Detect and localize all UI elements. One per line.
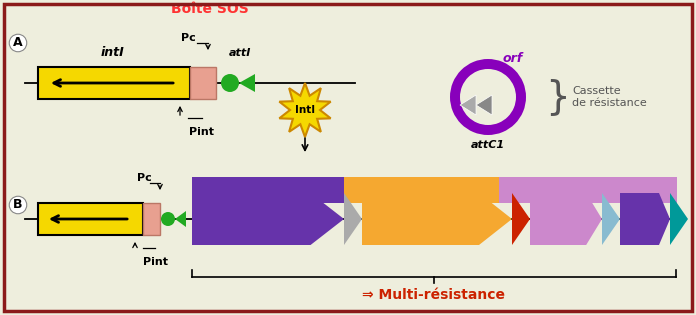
- Text: Cassette
de résistance: Cassette de résistance: [572, 86, 647, 108]
- Bar: [192, 177, 344, 203]
- Polygon shape: [362, 193, 512, 245]
- Text: Pc: Pc: [181, 33, 196, 43]
- Polygon shape: [602, 193, 620, 245]
- Bar: [38, 203, 143, 235]
- Text: Pc: Pc: [136, 173, 151, 183]
- Polygon shape: [239, 74, 255, 92]
- Polygon shape: [192, 193, 344, 245]
- Text: Pint: Pint: [189, 127, 214, 137]
- Polygon shape: [512, 193, 530, 245]
- Polygon shape: [175, 211, 186, 227]
- Text: orf: orf: [503, 53, 523, 66]
- Text: intI: intI: [100, 47, 124, 60]
- Polygon shape: [476, 95, 492, 115]
- Polygon shape: [620, 193, 670, 245]
- Text: B: B: [13, 198, 23, 211]
- Text: IntI: IntI: [295, 105, 315, 115]
- Text: Pint: Pint: [143, 257, 168, 267]
- Text: A: A: [13, 37, 23, 49]
- Polygon shape: [530, 193, 602, 245]
- Polygon shape: [670, 193, 688, 245]
- Circle shape: [221, 74, 239, 92]
- Bar: [190, 67, 216, 99]
- Bar: [499, 177, 677, 203]
- Text: attI: attI: [229, 48, 251, 58]
- Polygon shape: [279, 83, 331, 137]
- Text: Boîte SOS: Boîte SOS: [171, 2, 249, 16]
- Bar: [38, 67, 190, 99]
- Text: attC1: attC1: [471, 140, 505, 150]
- Polygon shape: [344, 193, 362, 245]
- Text: }: }: [546, 78, 571, 116]
- Text: ⇒ Multi-résistance: ⇒ Multi-résistance: [363, 288, 505, 302]
- Polygon shape: [460, 95, 476, 115]
- Circle shape: [161, 212, 175, 226]
- Bar: [143, 203, 160, 235]
- Bar: [344, 177, 499, 203]
